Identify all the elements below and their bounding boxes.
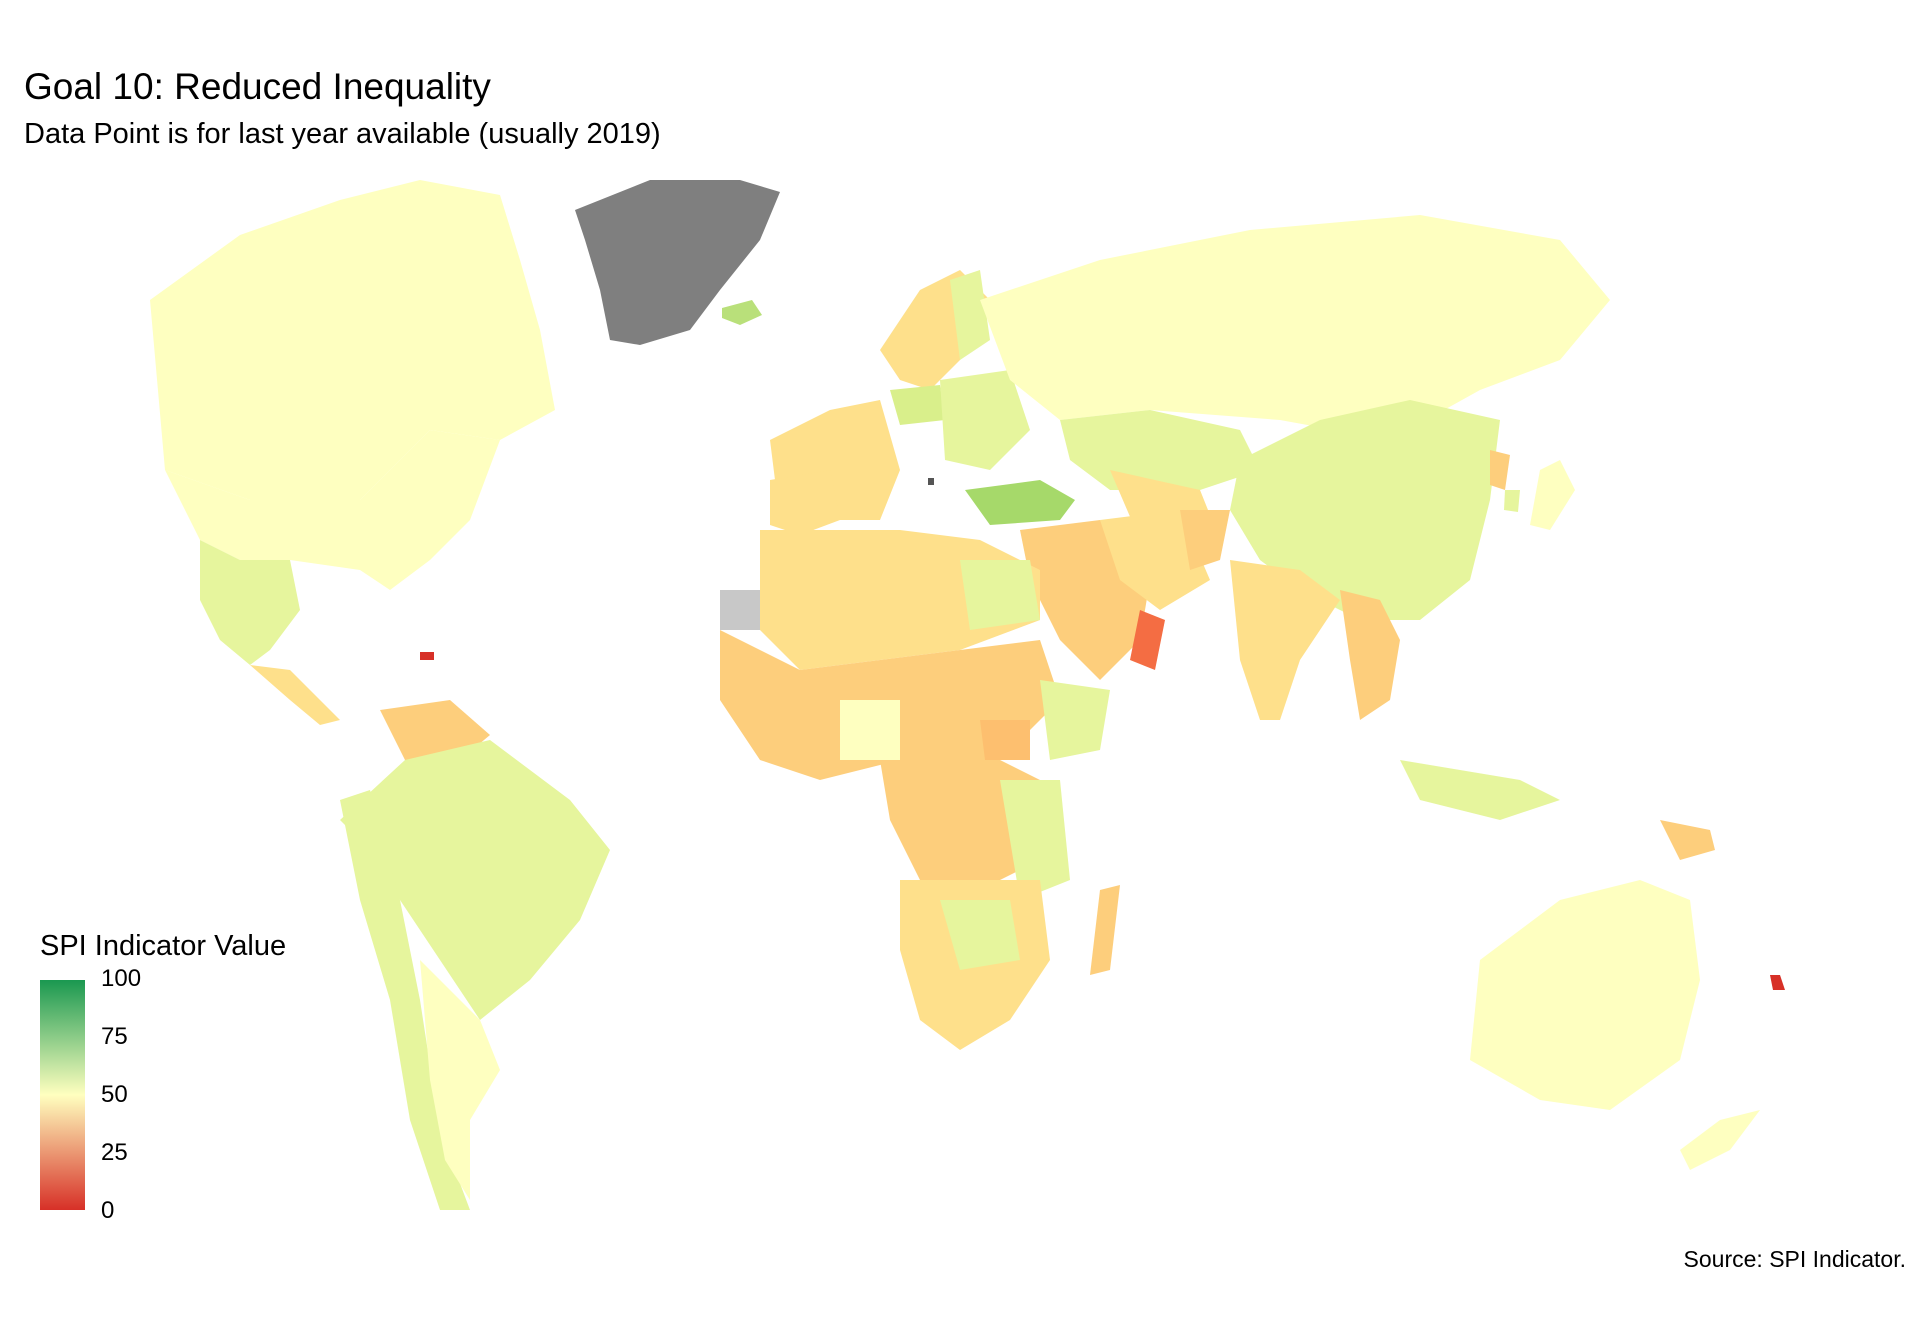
region-afghanistan <box>1180 510 1230 570</box>
region-poland <box>890 385 945 425</box>
region-south-sudan <box>980 720 1030 760</box>
region-north-korea <box>1490 450 1510 490</box>
region-kazakhstan <box>1060 410 1260 490</box>
region-botswana-zambia <box>940 900 1020 970</box>
region-argentina <box>420 960 500 1200</box>
world-choropleth-map <box>150 180 1785 1210</box>
legend-tick-100: 100 <box>101 965 142 992</box>
region-new-caledonia <box>1770 975 1785 990</box>
region-nigeria <box>840 700 900 760</box>
region-central-america <box>250 665 340 725</box>
region-oman <box>1130 610 1165 670</box>
map-title: Goal 10: Reduced Inequality <box>24 66 491 107</box>
region-mexico <box>200 540 300 665</box>
region-russia <box>980 215 1610 440</box>
region-canada <box>150 180 555 500</box>
region-iberia <box>770 470 840 535</box>
region-western-sahara <box>720 590 765 630</box>
source-caption: Source: SPI Indicator. <box>1683 1246 1906 1272</box>
region-eastern-europe <box>940 370 1030 470</box>
map-subtitle: Data Point is for last year available (u… <box>24 118 661 150</box>
region-iceland <box>722 300 762 325</box>
legend-tick-75: 75 <box>101 1023 128 1050</box>
region-new-zealand <box>1680 1110 1760 1170</box>
legend-title: SPI Indicator Value <box>40 930 287 962</box>
legend-tick-0: 0 <box>101 1197 115 1224</box>
region-east-africa <box>1000 780 1070 900</box>
region-west-andes <box>340 790 470 1210</box>
region-china <box>1230 400 1500 620</box>
region-india <box>1230 560 1340 720</box>
region-papua-new-guinea <box>1660 820 1715 860</box>
region-brazil <box>340 740 610 1020</box>
legend-tick-50: 50 <box>101 1081 128 1108</box>
region-indonesia <box>1400 760 1560 820</box>
region-japan <box>1530 460 1575 530</box>
region-turkey <box>965 480 1075 525</box>
region-egypt <box>960 560 1040 630</box>
legend-color-bar <box>40 980 85 1210</box>
region-caribbean <box>420 652 434 660</box>
region-ethiopia <box>1040 680 1110 760</box>
region-australia <box>1470 880 1700 1110</box>
region-iran <box>1100 510 1210 610</box>
region-venezuela <box>380 700 490 760</box>
region-finland <box>950 270 990 360</box>
region-usa <box>165 430 500 590</box>
legend-tick-25: 25 <box>101 1139 128 1166</box>
region-greenland <box>575 180 780 345</box>
region-kosovo <box>928 478 934 485</box>
region-southeast-asia <box>1340 590 1400 720</box>
region-madagascar <box>1090 885 1120 975</box>
region-south-korea <box>1504 490 1520 512</box>
